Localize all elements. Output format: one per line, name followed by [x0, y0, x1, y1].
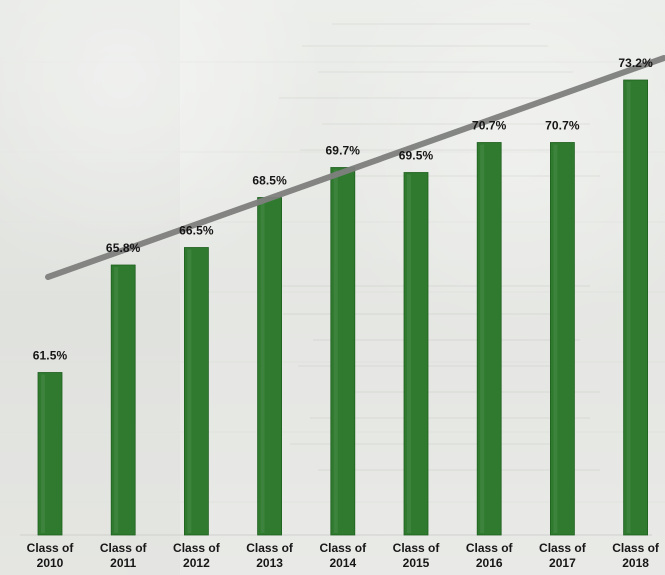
x-tick-label-2015: Class of 2015 — [393, 541, 441, 570]
bar-2016 — [476, 142, 502, 536]
x-tick-label-2014: Class of 2014 — [319, 541, 367, 570]
bar-highlight-2017 — [553, 144, 558, 533]
x-tick-line-2: 2017 — [549, 556, 576, 570]
x-tick-line-1: Class of — [246, 541, 294, 555]
bar-2010 — [37, 372, 63, 536]
data-labels: 61.5% 65.8% 66.5% 68.5% 69.7% 69.5% 70.7% 70.7%… — [33, 56, 653, 363]
x-tick-line-1: Class of — [173, 541, 221, 555]
bar-2011 — [110, 264, 136, 536]
x-tick-line-2: 2011 — [110, 556, 136, 570]
value-label-2011: 65.8% — [106, 241, 141, 255]
value-label-2014: 69.7% — [326, 144, 361, 158]
bar-2018 — [623, 79, 648, 536]
x-tick-line-2: 2010 — [37, 556, 64, 570]
trend-line — [45, 55, 665, 280]
value-label-2017: 70.7% — [545, 119, 580, 133]
bar-2014 — [330, 167, 356, 536]
x-tick-label-2013: Class of 2013 — [246, 541, 294, 570]
x-tick-line-2: 2015 — [403, 556, 430, 570]
x-tick-line-2: 2014 — [329, 556, 356, 570]
value-label-2018: 73.2% — [618, 56, 653, 70]
bar-highlight-2018 — [626, 82, 631, 533]
value-label-2012: 66.5% — [179, 224, 214, 238]
bar-2012 — [183, 247, 209, 536]
x-tick-line-1: Class of — [466, 541, 514, 555]
value-label-2010: 61.5% — [33, 349, 68, 363]
x-tick-label-2011: Class of 2011 — [100, 541, 148, 570]
x-tick-label-2017: Class of 2017 — [539, 541, 587, 570]
bar-highlight-2012 — [187, 249, 192, 533]
bar-highlight-2016 — [480, 144, 485, 533]
x-tick-line-2: 2018 — [622, 556, 649, 570]
x-tick-label-2016: Class of 2016 — [466, 541, 514, 570]
x-tick-label-2010: Class of 2010 — [27, 541, 75, 570]
x-tick-line-2: 2016 — [476, 556, 503, 570]
bar-2015 — [403, 172, 429, 536]
value-label-2015: 69.5% — [399, 149, 434, 163]
x-tick-line-1: Class of — [612, 541, 660, 555]
bar-highlight-2011 — [114, 267, 119, 533]
x-tick-line-1: Class of — [100, 541, 148, 555]
bar-highlight-2014 — [333, 169, 338, 533]
x-tick-line-1: Class of — [27, 541, 75, 555]
x-tick-line-2: 2013 — [256, 556, 283, 570]
value-label-2013: 68.5% — [252, 174, 287, 188]
x-tick-label-2012: Class of 2012 — [173, 541, 221, 570]
x-tick-label-2018: Class of 2018 — [612, 541, 660, 570]
bar-highlight-2010 — [41, 374, 45, 533]
x-tick-line-1: Class of — [539, 541, 587, 555]
value-label-2016: 70.7% — [472, 119, 507, 133]
x-tick-line-1: Class of — [319, 541, 367, 555]
bar-2017 — [550, 142, 575, 536]
x-tick-line-2: 2012 — [183, 556, 210, 570]
x-tick-line-1: Class of — [393, 541, 441, 555]
bar-highlight-2015 — [407, 174, 411, 533]
bar-highlight-2013 — [260, 199, 265, 533]
bar-series — [37, 79, 648, 536]
